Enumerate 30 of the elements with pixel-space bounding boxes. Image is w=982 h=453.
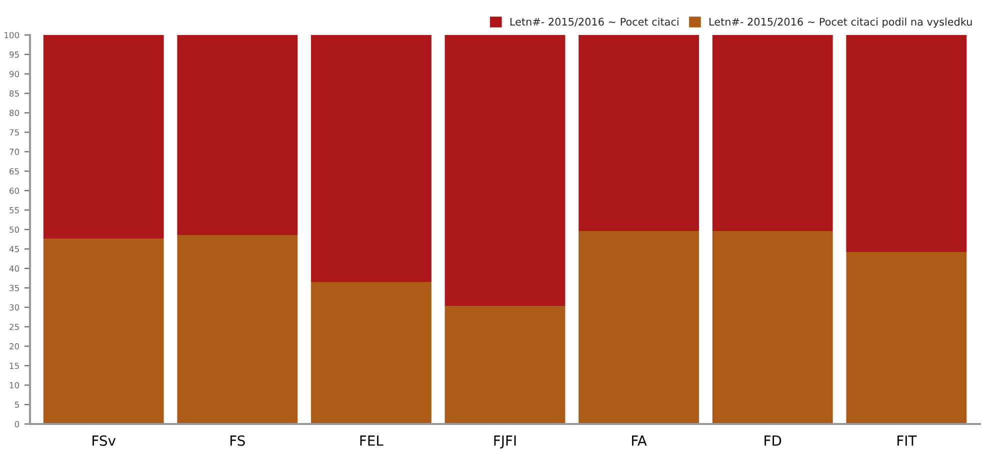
y-tick-label: 15	[10, 362, 19, 369]
y-tick-label: 0	[14, 420, 20, 428]
y-tick-label: 65	[10, 168, 19, 174]
y-tick-label: 95	[10, 51, 19, 58]
x-tick-label: FS	[230, 435, 245, 446]
x-tick-label: FA	[632, 436, 647, 446]
y-tick-label: 20	[10, 343, 20, 350]
y-tick-label: 70	[10, 148, 20, 155]
y-tick-label: 25	[10, 324, 19, 330]
y-tick-label: 40	[9, 265, 20, 272]
y-tick-label: 5	[14, 402, 19, 408]
y-tick-label: 50	[10, 226, 20, 233]
y-tick-label: 35	[10, 284, 19, 292]
legend-label: Letn#- 2015/2016 ~ Pocet citaci podil na vysledku	[710, 18, 972, 28]
y-tick-label: 60	[10, 188, 20, 194]
legend-label: Letn#- 2015/2016 ~ Pocet citaci	[510, 18, 678, 27]
x-tick-label: FEL	[360, 436, 384, 446]
x-tick-label: FJFI	[494, 436, 516, 448]
y-tick-label: 80	[10, 110, 20, 116]
y-tick-label: 30	[10, 304, 20, 311]
y-tick-label: 10	[10, 382, 20, 388]
y-tick-label: 85	[10, 90, 19, 97]
x-tick-label: FIT	[897, 436, 917, 446]
y-tick-label: 45	[9, 246, 19, 252]
y-tick-label: 75	[10, 129, 19, 136]
y-tick-label: 100	[4, 32, 20, 38]
y-tick-label: 55	[10, 207, 19, 214]
x-tick-label: FD	[764, 436, 782, 446]
y-tick-label: 90	[10, 70, 20, 78]
x-tick-label: FSv	[92, 435, 116, 446]
